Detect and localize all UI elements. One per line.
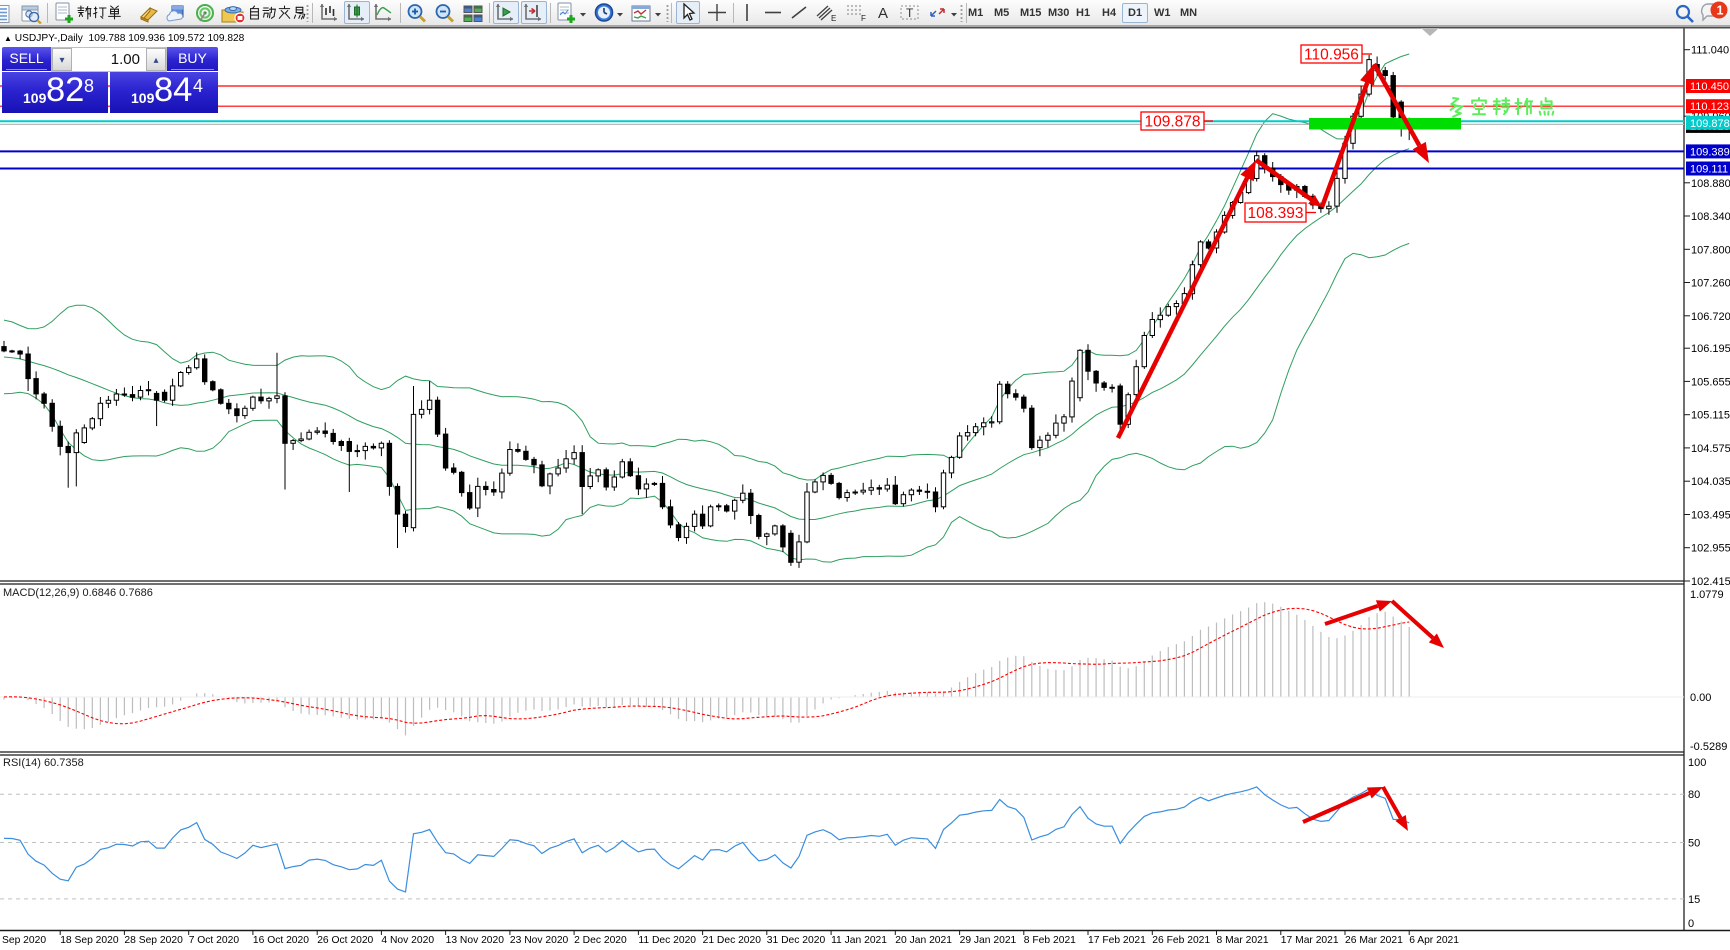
svg-text:109.111: 109.111	[1690, 164, 1728, 176]
svg-text:4 Nov 2020: 4 Nov 2020	[381, 935, 434, 946]
svg-text:7 Oct 2020: 7 Oct 2020	[189, 935, 240, 946]
svg-text:107.800: 107.800	[1691, 244, 1730, 256]
svg-text:0.00: 0.00	[1690, 692, 1711, 704]
svg-text:8 Mar 2021: 8 Mar 2021	[1217, 935, 1269, 946]
svg-text:F: F	[861, 14, 866, 23]
svg-text:110.450: 110.450	[1690, 81, 1729, 93]
svg-text:8 Feb 2021: 8 Feb 2021	[1024, 935, 1076, 946]
svg-text:11 Dec 2020: 11 Dec 2020	[638, 935, 696, 946]
svg-text:106.720: 106.720	[1691, 311, 1730, 323]
svg-text:105.115: 105.115	[1691, 410, 1730, 422]
svg-text:108.393: 108.393	[1247, 205, 1303, 222]
svg-text:108.340: 108.340	[1691, 211, 1730, 223]
svg-text:A: A	[878, 5, 888, 22]
svg-text:31 Dec 2020: 31 Dec 2020	[767, 935, 826, 946]
svg-text:80: 80	[1688, 789, 1700, 801]
svg-text:102.415: 102.415	[1691, 576, 1730, 588]
svg-text:26 Mar 2021: 26 Mar 2021	[1345, 935, 1403, 946]
svg-text:17 Mar 2021: 17 Mar 2021	[1281, 935, 1339, 946]
svg-text:21 Dec 2020: 21 Dec 2020	[703, 935, 762, 946]
svg-text:11 Jan 2021: 11 Jan 2021	[831, 935, 887, 946]
svg-text:MACD(12,26,9) 0.6846 0.7686: MACD(12,26,9) 0.6846 0.7686	[3, 587, 153, 599]
svg-text:110.123: 110.123	[1690, 101, 1729, 113]
svg-text:26 Feb 2021: 26 Feb 2021	[1152, 935, 1210, 946]
svg-text:103.495: 103.495	[1691, 510, 1730, 522]
svg-text:100: 100	[1688, 757, 1706, 769]
svg-text:109.389: 109.389	[1690, 146, 1730, 158]
svg-text:16 Oct 2020: 16 Oct 2020	[253, 935, 309, 946]
svg-text:15: 15	[1688, 894, 1700, 906]
svg-text:109.878: 109.878	[1690, 118, 1730, 130]
svg-text:110.956: 110.956	[1304, 47, 1359, 64]
svg-text:108.880: 108.880	[1691, 178, 1730, 190]
svg-text:6 Apr 2021: 6 Apr 2021	[1409, 935, 1459, 946]
svg-text:T: T	[906, 6, 914, 20]
svg-text:RSI(14) 60.7358: RSI(14) 60.7358	[3, 757, 84, 769]
svg-text:Sep 2020: Sep 2020	[2, 935, 46, 946]
svg-text:18 Sep 2020: 18 Sep 2020	[60, 935, 119, 946]
svg-text:13 Nov 2020: 13 Nov 2020	[446, 935, 505, 946]
svg-text:106.195: 106.195	[1691, 343, 1730, 355]
svg-text:105.655: 105.655	[1691, 376, 1730, 388]
svg-text:0: 0	[1688, 918, 1694, 930]
svg-text:20 Jan 2021: 20 Jan 2021	[895, 935, 952, 946]
svg-text:-0.5289: -0.5289	[1690, 741, 1727, 753]
svg-text:17 Feb 2021: 17 Feb 2021	[1088, 935, 1146, 946]
svg-text:28 Sep 2020: 28 Sep 2020	[124, 935, 183, 946]
svg-text:23 Nov 2020: 23 Nov 2020	[510, 935, 569, 946]
svg-text:111.040: 111.040	[1691, 45, 1729, 57]
svg-text:E: E	[831, 14, 836, 23]
svg-text:50: 50	[1688, 838, 1700, 850]
svg-text:1.0779: 1.0779	[1690, 589, 1724, 601]
svg-text:1: 1	[1717, 3, 1724, 17]
svg-text:104.575: 104.575	[1691, 443, 1730, 455]
svg-text:102.955: 102.955	[1691, 543, 1730, 555]
svg-text:107.260: 107.260	[1691, 278, 1730, 290]
svg-text:29 Jan 2021: 29 Jan 2021	[960, 935, 1017, 946]
svg-text:2 Dec 2020: 2 Dec 2020	[574, 935, 627, 946]
svg-text:104.035: 104.035	[1691, 476, 1730, 488]
svg-text:26 Oct 2020: 26 Oct 2020	[317, 935, 373, 946]
svg-text:109.878: 109.878	[1144, 114, 1200, 131]
